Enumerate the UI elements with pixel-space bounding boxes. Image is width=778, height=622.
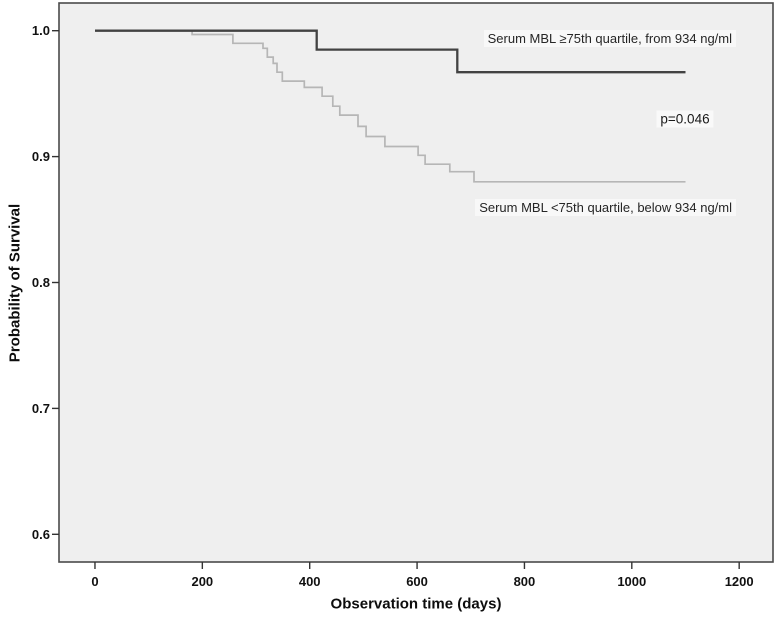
low-quartile-curve [95, 29, 686, 183]
x-tick-label: 1000 [617, 574, 647, 589]
p-value-label: p=0.046 [656, 110, 714, 128]
x-tick-label: 800 [513, 574, 536, 589]
y-tick-label: 0.6 [31, 526, 50, 542]
low-quartile-curve-label: Serum MBL <75th quartile, below 934 ng/m… [475, 199, 736, 216]
y-tick-label: 0.9 [31, 149, 50, 165]
y-tick-label: 0.7 [31, 400, 50, 416]
plot-area [58, 2, 774, 563]
y-tick-label: 0.8 [31, 275, 50, 290]
x-tick-label: 200 [191, 574, 214, 589]
x-tick-label: 600 [406, 574, 428, 589]
x-tick-label: 400 [298, 574, 321, 589]
x-axis-title: Observation time (days) [330, 595, 502, 613]
y-tick-label: 1.0 [31, 23, 50, 39]
high-quartile-curve-label: Serum MBL ≥75th quartile, from 934 ng/ml [483, 30, 736, 47]
high-quartile-curve [95, 29, 686, 74]
x-tick-label: 0 [91, 574, 99, 589]
x-tick-label: 1200 [724, 574, 754, 589]
